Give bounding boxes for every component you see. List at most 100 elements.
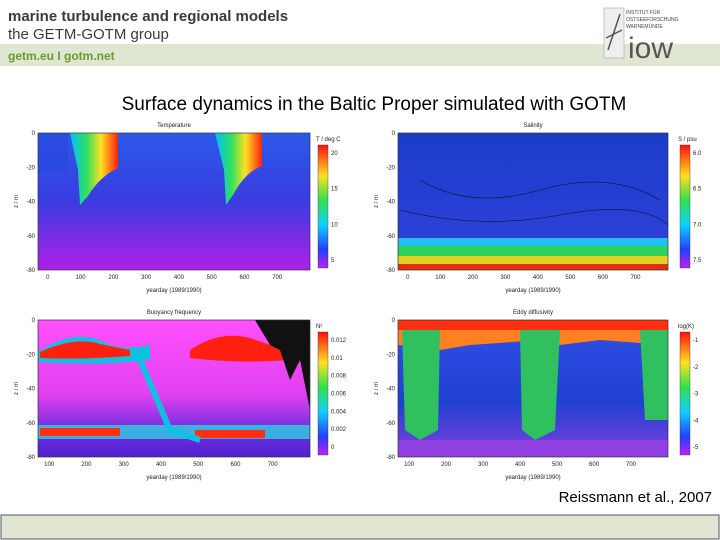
colorbar-tick: -2 [693, 365, 699, 371]
x-tick-label: 600 [589, 462, 600, 468]
layer [40, 428, 120, 436]
x-tick-label: 700 [268, 462, 279, 468]
colorbar-tick: 5 [331, 258, 335, 264]
x-tick-label: 0 [46, 275, 50, 281]
logo-small: WARNEMÜNDE [626, 23, 663, 30]
x-axis-label: yearday (1989/1990) [505, 288, 560, 294]
colorbar-tick: 20 [331, 151, 338, 157]
logo: INSTITUT FÜR OSTSEEFORSCHUNG WARNEMÜNDE … [603, 7, 679, 65]
x-tick-label: 300 [141, 275, 152, 281]
heatmap-buoyancy [38, 320, 310, 457]
header-links: getm.eu I gotm.net [8, 49, 115, 63]
y-tick-label: 0 [32, 318, 36, 324]
x-tick-label: 500 [207, 275, 218, 281]
plot-frame [397, 132, 669, 271]
colorbar [317, 144, 329, 269]
colorbar [679, 144, 691, 269]
x-tick-label: 100 [44, 462, 55, 468]
colorbar-label: N² [316, 324, 322, 330]
slide-title: Surface dynamics in the Baltic Proper si… [122, 94, 627, 115]
x-tick-label: 200 [108, 275, 119, 281]
contour [399, 209, 669, 226]
colorbar-tick: 7.0 [693, 222, 702, 228]
colorbar-tick: 10 [331, 222, 338, 228]
layer [195, 430, 265, 438]
x-tick-label: 400 [156, 462, 167, 468]
x-tick-label: 400 [515, 462, 526, 468]
x-tick-label: 600 [598, 275, 609, 281]
y-tick-label: -80 [386, 455, 395, 461]
logo-lines [605, 13, 623, 51]
y-tick-label: -40 [26, 387, 35, 393]
y-axis-label: z / m [14, 382, 20, 395]
halocline [398, 264, 668, 270]
citation: Reissmann et al., 2007 [559, 489, 712, 506]
colorbar-label: log(K) [678, 324, 694, 330]
colorbar-tick: 0.004 [331, 409, 347, 415]
x-tick-label: 500 [565, 275, 576, 281]
x-tick-label: 500 [552, 462, 563, 468]
x-tick-label: 200 [441, 462, 452, 468]
plot-frame [37, 132, 311, 271]
x-tick-label: 200 [81, 462, 92, 468]
y-tick-label: -20 [386, 165, 395, 171]
header-line1: marine turbulence and regional models [8, 8, 288, 25]
y-tick-label: 0 [32, 131, 36, 137]
contour [419, 179, 661, 201]
colorbar-tick: 7.5 [693, 258, 702, 264]
x-tick-label: 300 [478, 462, 489, 468]
x-axis-label: yearday (1989/1990) [146, 288, 201, 294]
layer [190, 335, 290, 362]
layer [137, 358, 201, 443]
x-tick-label: 400 [174, 275, 185, 281]
colorbar-tick: 15 [331, 187, 338, 193]
footer-band [0, 514, 720, 540]
mixed-column [520, 330, 560, 440]
colorbar-tick: -4 [693, 418, 699, 424]
x-tick-label: 100 [76, 275, 87, 281]
layer [40, 341, 130, 359]
warm-plume [70, 133, 118, 205]
x-axis-label: yearday (1989/1990) [505, 475, 560, 481]
y-tick-label: -60 [386, 421, 395, 427]
y-tick-label: -40 [26, 200, 35, 206]
colorbar [679, 331, 691, 456]
colorbar-tick: 0.006 [331, 392, 347, 398]
y-tick-label: -80 [26, 455, 35, 461]
plot-title: Buoyancy frequency [147, 310, 201, 316]
warm-plume [215, 133, 262, 205]
y-axis-label: z / m [14, 195, 20, 208]
y-tick-label: -20 [26, 352, 35, 358]
y-tick-label: -40 [386, 387, 395, 393]
colorbar-tick: 0 [331, 445, 335, 451]
plot-frame [37, 319, 311, 458]
x-tick-label: 300 [500, 275, 511, 281]
heatmap-diffusivity [398, 320, 668, 457]
x-tick-label: 500 [193, 462, 204, 468]
x-tick-label: 400 [533, 275, 544, 281]
y-tick-label: -80 [386, 268, 395, 274]
heatmap-salinity [398, 133, 669, 270]
header-line2: the GETM-GOTM group [8, 26, 169, 43]
x-axis-label: yearday (1989/1990) [146, 475, 201, 481]
header-bg [0, 0, 720, 44]
x-tick-label: 600 [239, 275, 250, 281]
x-tick-label: 100 [404, 462, 415, 468]
y-tick-label: -80 [26, 268, 35, 274]
y-tick-label: -20 [386, 352, 395, 358]
colorbar-label: T / deg C [316, 137, 341, 143]
plot-title: Eddy diffusivity [513, 310, 553, 316]
y-tick-label: -20 [26, 165, 35, 171]
y-tick-label: 0 [392, 131, 396, 137]
colorbar-tick: -1 [693, 338, 699, 344]
colorbar-tick: 0.002 [331, 427, 347, 433]
y-tick-label: -60 [386, 234, 395, 240]
heatmap-temperature [38, 133, 310, 270]
logo-small: OSTSEEFORSCHUNG [626, 17, 679, 23]
x-tick-label: 200 [468, 275, 479, 281]
mixed-column [640, 330, 668, 420]
colorbar-tick: -3 [693, 392, 699, 398]
x-tick-label: 300 [119, 462, 130, 468]
